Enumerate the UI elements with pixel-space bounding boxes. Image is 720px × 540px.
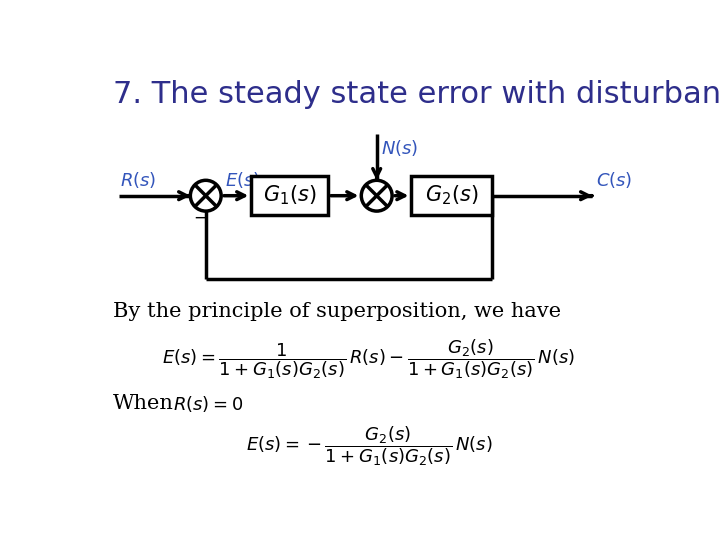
Text: $G_2(s)$: $G_2(s)$ bbox=[425, 184, 479, 207]
Text: $R(s)=0$: $R(s)=0$ bbox=[173, 394, 243, 414]
Text: $E(s)=-\dfrac{G_2(s)}{1+G_1(s)G_2(s)}\,N(s)$: $E(s)=-\dfrac{G_2(s)}{1+G_1(s)G_2(s)}\,N… bbox=[246, 424, 492, 468]
Bar bbox=[251, 177, 328, 215]
Text: $C(s)$: $C(s)$ bbox=[596, 170, 633, 190]
Text: $E(s)$: $E(s)$ bbox=[225, 170, 260, 190]
Text: $E(s)=\dfrac{1}{1+G_1(s)G_2(s)}\,R(s)-\dfrac{G_2(s)}{1+G_1(s)G_2(s)}\,N(s)$: $E(s)=\dfrac{1}{1+G_1(s)G_2(s)}\,R(s)-\d… bbox=[163, 337, 575, 381]
Bar bbox=[411, 177, 492, 215]
Text: $G_1(s)$: $G_1(s)$ bbox=[263, 184, 316, 207]
Text: $R(s)$: $R(s)$ bbox=[120, 170, 157, 190]
Text: 7. The steady state error with disturbance n(t): 7. The steady state error with disturban… bbox=[113, 79, 720, 109]
Text: $N(s)$: $N(s)$ bbox=[381, 138, 418, 158]
Text: When: When bbox=[113, 394, 174, 413]
Text: $-$: $-$ bbox=[194, 208, 207, 226]
Text: By the principle of superposition, we have: By the principle of superposition, we ha… bbox=[113, 302, 562, 321]
